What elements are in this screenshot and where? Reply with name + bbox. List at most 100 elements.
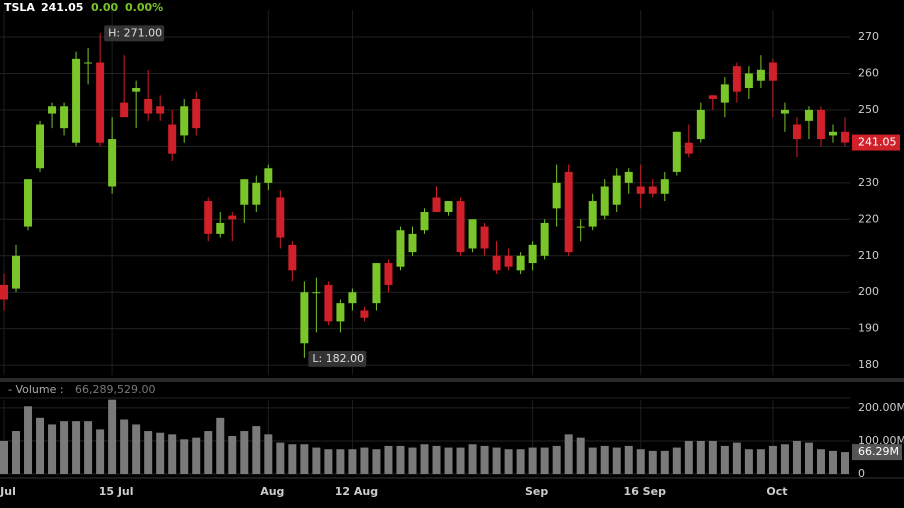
volume-bar <box>600 445 609 474</box>
volume-bar <box>300 444 309 474</box>
volume-bar <box>0 440 8 474</box>
volume-bar <box>108 399 117 474</box>
candle-body <box>300 292 309 344</box>
volume-bar <box>504 449 513 474</box>
candle-body <box>396 230 405 267</box>
candle-body <box>144 98 153 114</box>
candle-body <box>636 186 645 194</box>
volume-bar <box>384 445 393 474</box>
volume-bar <box>180 439 189 474</box>
volume-bar <box>204 431 213 474</box>
candle-body <box>684 142 693 154</box>
candle-body <box>252 182 261 205</box>
candle-body <box>420 212 429 231</box>
y-tick-label: 220 <box>858 212 879 225</box>
y-tick-label: 200 <box>858 285 879 298</box>
volume-value-label: 66.29M <box>858 445 899 458</box>
volume-bar <box>336 449 345 474</box>
volume-bar <box>240 431 249 474</box>
candle-body <box>336 303 345 322</box>
volume-bar <box>144 431 153 474</box>
volume-bar <box>228 436 237 474</box>
x-tick-label: Oct <box>766 485 787 498</box>
panel-separator <box>0 378 904 382</box>
x-tick-label: Sep <box>525 485 548 498</box>
volume-bar <box>780 444 789 474</box>
candle-body <box>696 109 705 140</box>
volume-bar <box>84 421 93 474</box>
y-tick-label: 0 <box>858 467 865 480</box>
candle-body <box>312 292 321 294</box>
volume-bar <box>552 445 561 474</box>
low-label: L: 182.00 <box>312 352 364 365</box>
candle-body <box>564 171 573 253</box>
candle-body <box>324 284 333 322</box>
volume-bar <box>288 444 297 474</box>
volume-bar <box>841 452 849 474</box>
candle-body <box>841 131 849 143</box>
volume-bar <box>804 442 813 474</box>
volume-bar <box>516 449 525 474</box>
candle-body <box>504 255 513 267</box>
volume-bar <box>276 442 285 474</box>
candle-body <box>36 124 45 169</box>
candle-body <box>384 263 393 285</box>
volume-bar <box>768 445 777 474</box>
volume-bar <box>252 426 261 474</box>
y-tick-label: 200.00M <box>858 401 904 414</box>
candle-body <box>624 171 633 183</box>
candle-body <box>60 106 69 129</box>
y-tick-label: 250 <box>858 103 879 116</box>
volume-bar <box>24 406 33 474</box>
candle-body <box>792 124 801 140</box>
candle-body <box>456 201 465 253</box>
volume-bar <box>168 434 177 474</box>
high-label-box <box>104 25 165 42</box>
volume-bar <box>324 449 333 474</box>
x-tick-label: Aug <box>260 485 284 498</box>
y-tick-label: 210 <box>858 249 879 262</box>
candle-body <box>528 244 537 264</box>
volume-bar <box>348 449 357 474</box>
x-tick-label: Jul <box>0 485 16 498</box>
volume-bar <box>588 447 597 474</box>
change-pct: 0.00% <box>125 1 163 14</box>
candle-body <box>612 175 621 205</box>
volume-bar <box>540 447 549 474</box>
candle-body <box>480 226 489 249</box>
volume-bar <box>192 437 201 474</box>
x-tick-label: 12 Aug <box>335 485 378 498</box>
volume-bar <box>696 440 705 474</box>
volume-bar <box>636 449 645 474</box>
volume-bar <box>672 447 681 474</box>
volume-bar <box>792 440 801 474</box>
candle-body <box>240 179 249 205</box>
candle-body <box>660 179 669 194</box>
candle-body <box>264 168 273 183</box>
volume-bar <box>372 449 381 474</box>
candle-body <box>468 219 477 249</box>
volume-bar <box>720 445 729 474</box>
volume-bar <box>444 447 453 474</box>
candle-body <box>492 255 501 271</box>
volume-bar <box>528 447 537 474</box>
candle-body <box>780 109 789 114</box>
candle-body <box>228 215 237 220</box>
volume-label-box <box>852 444 902 461</box>
volume-bar <box>60 421 69 474</box>
candle-body <box>0 284 8 300</box>
x-tick-label: 16 Sep <box>624 485 667 498</box>
candle-body <box>348 292 357 304</box>
candle-body <box>732 66 741 92</box>
candle-body <box>156 106 165 114</box>
x-tick-label: 15 Jul <box>99 485 134 498</box>
candle-body <box>96 62 105 143</box>
volume-title: - Volume : <box>8 383 64 396</box>
price: 241.05 <box>41 1 83 14</box>
volume-bar <box>432 445 441 474</box>
candle-body <box>180 106 189 136</box>
candle-body <box>360 310 369 318</box>
candle-body <box>444 201 453 213</box>
